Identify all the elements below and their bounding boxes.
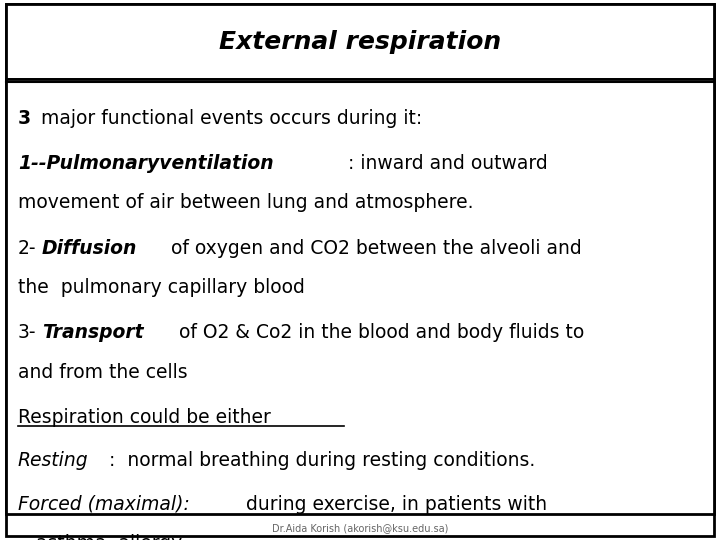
Text: 3-: 3-: [18, 323, 37, 342]
FancyBboxPatch shape: [6, 4, 714, 79]
FancyBboxPatch shape: [6, 4, 714, 536]
Text: during exercise, in patients with: during exercise, in patients with: [240, 495, 547, 514]
Text: 1--Pulmonaryventilation: 1--Pulmonaryventilation: [18, 154, 274, 173]
Text: asthma, allergy,...: asthma, allergy,...: [18, 534, 206, 540]
Text: Forced (maximal):: Forced (maximal):: [18, 495, 190, 514]
Text: 2-: 2-: [18, 239, 37, 258]
Text: the  pulmonary capillary blood: the pulmonary capillary blood: [18, 278, 305, 297]
Text: :  normal breathing during resting conditions.: : normal breathing during resting condit…: [109, 451, 536, 470]
Text: Respiration could be either: Respiration could be either: [18, 408, 271, 427]
Text: 3: 3: [18, 109, 31, 127]
Text: External respiration: External respiration: [219, 30, 501, 53]
Text: movement of air between lung and atmosphere.: movement of air between lung and atmosph…: [18, 193, 474, 212]
Text: : inward and outward: : inward and outward: [348, 154, 548, 173]
Text: of O2 & Co2 in the blood and body fluids to: of O2 & Co2 in the blood and body fluids…: [173, 323, 584, 342]
Text: major functional events occurs during it:: major functional events occurs during it…: [35, 109, 422, 127]
Text: Resting: Resting: [18, 451, 89, 470]
Text: of oxygen and CO2 between the alveoli and: of oxygen and CO2 between the alveoli an…: [165, 239, 582, 258]
Text: Dr.Aida Korish (akorish@ksu.edu.sa): Dr.Aida Korish (akorish@ksu.edu.sa): [272, 523, 448, 533]
Text: Diffusion: Diffusion: [42, 239, 138, 258]
Text: and from the cells: and from the cells: [18, 363, 188, 382]
FancyBboxPatch shape: [6, 79, 714, 514]
Text: Transport: Transport: [42, 323, 143, 342]
